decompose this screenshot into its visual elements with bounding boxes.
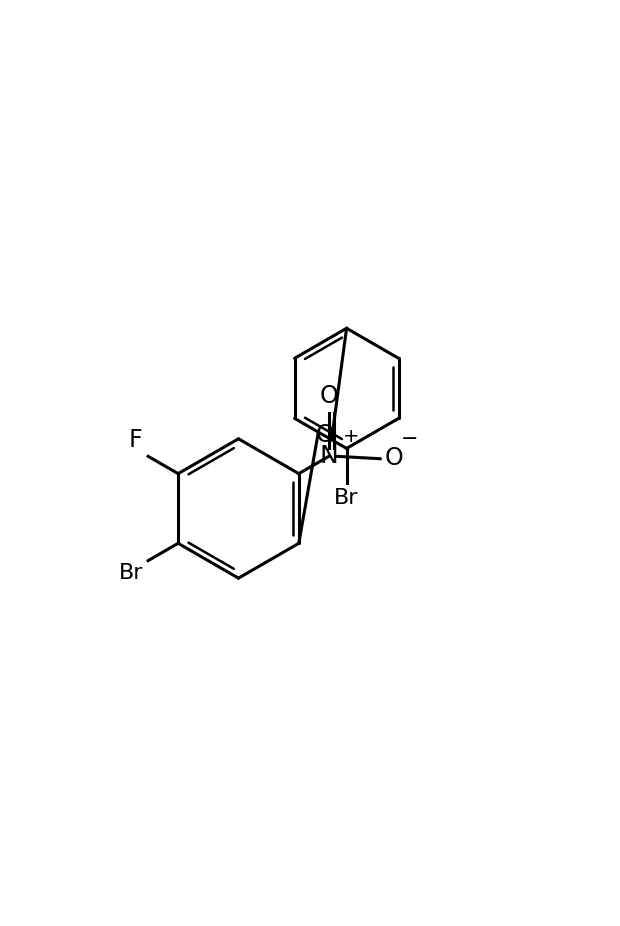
Text: −: − — [401, 429, 418, 449]
Text: Br: Br — [119, 563, 143, 583]
Text: Br: Br — [334, 488, 359, 507]
Text: F: F — [129, 429, 143, 453]
Text: O: O — [319, 384, 338, 408]
Text: O: O — [316, 423, 334, 447]
Text: +: + — [343, 427, 360, 445]
Text: O: O — [385, 445, 404, 469]
Text: N: N — [319, 444, 338, 469]
